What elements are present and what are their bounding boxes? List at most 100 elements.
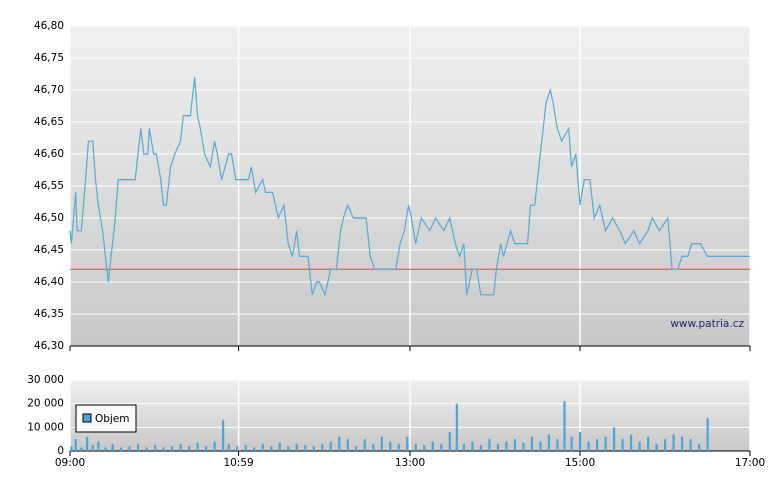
y-tick-label: 10 000 bbox=[27, 421, 64, 433]
volume-bar bbox=[423, 445, 426, 451]
x-tick-label: 10:59 bbox=[223, 457, 253, 469]
watermark: www.patria.cz bbox=[670, 318, 744, 330]
volume-bar bbox=[154, 445, 157, 451]
volume-bar bbox=[655, 443, 658, 451]
volume-bar bbox=[681, 436, 684, 451]
volume-bar bbox=[613, 427, 616, 451]
volume-bar bbox=[363, 439, 366, 451]
volume-bar bbox=[80, 447, 83, 451]
volume-bar bbox=[647, 436, 650, 451]
volume-bar bbox=[179, 443, 182, 451]
volume-bar bbox=[455, 403, 458, 451]
volume-bar bbox=[137, 443, 140, 451]
volume-bar bbox=[295, 443, 298, 451]
volume-bar bbox=[547, 434, 551, 451]
volume-bar bbox=[596, 439, 599, 451]
y-tick-label: 0 bbox=[57, 445, 64, 457]
y-tick-label: 46,35 bbox=[34, 308, 64, 320]
volume-bar bbox=[86, 436, 89, 451]
x-tick-label: 15:00 bbox=[565, 457, 595, 469]
volume-bar bbox=[70, 446, 73, 451]
volume-bar bbox=[128, 446, 131, 451]
volume-bar bbox=[97, 441, 100, 451]
volume-bar bbox=[74, 439, 77, 451]
volume-bar bbox=[188, 446, 191, 451]
volume-bar bbox=[244, 445, 247, 451]
volume-bar bbox=[304, 445, 307, 451]
volume-bar bbox=[698, 443, 701, 451]
volume-bar bbox=[171, 446, 174, 451]
volume-bar bbox=[479, 445, 483, 451]
volume-bar bbox=[448, 432, 451, 451]
volume-bar bbox=[638, 441, 641, 451]
y-tick-label: 20 000 bbox=[27, 398, 64, 410]
volume-bar bbox=[104, 447, 107, 451]
volume-bar bbox=[145, 447, 148, 451]
volume-bar bbox=[253, 447, 256, 451]
y-tick-label: 30 000 bbox=[27, 374, 64, 386]
volume-bar bbox=[338, 436, 341, 451]
x-tick-label: 17:00 bbox=[735, 457, 765, 469]
volume-bar bbox=[162, 447, 165, 451]
volume-bar bbox=[91, 445, 94, 451]
volume-bar bbox=[513, 439, 517, 451]
volume-bar bbox=[579, 432, 582, 451]
y-tick-label: 46,40 bbox=[34, 276, 64, 288]
volume-bar bbox=[270, 446, 273, 451]
volume-bar bbox=[261, 443, 264, 451]
volume-bar bbox=[312, 446, 315, 451]
volume-bar bbox=[587, 441, 590, 451]
volume-bar bbox=[196, 442, 199, 451]
volume-bar bbox=[522, 442, 525, 451]
y-tick-label: 46,60 bbox=[34, 148, 64, 160]
volume-bar bbox=[355, 446, 358, 451]
volume-bar bbox=[505, 441, 508, 451]
volume-bar bbox=[120, 447, 123, 451]
y-tick-label: 46,70 bbox=[34, 84, 64, 96]
volume-bar bbox=[563, 401, 566, 451]
y-tick-label: 46,45 bbox=[34, 244, 64, 256]
volume-bar bbox=[397, 443, 400, 451]
volume-bar bbox=[372, 443, 375, 451]
volume-bar bbox=[706, 417, 709, 451]
volume-bar bbox=[488, 439, 491, 451]
y-tick-label: 46,80 bbox=[34, 20, 64, 32]
volume-bar bbox=[389, 441, 392, 451]
volume-bar bbox=[539, 441, 542, 451]
volume-bar bbox=[321, 443, 324, 451]
volume-bar bbox=[205, 446, 208, 451]
volume-bar bbox=[570, 436, 573, 451]
volume-bar bbox=[440, 443, 443, 451]
volume-bar bbox=[111, 443, 114, 451]
x-tick-label: 13:00 bbox=[395, 457, 425, 469]
y-tick-label: 46,75 bbox=[34, 52, 64, 64]
volume-bar bbox=[222, 420, 225, 451]
volume-bar bbox=[471, 441, 474, 451]
volume-bar bbox=[530, 436, 534, 451]
volume-bar bbox=[664, 439, 667, 451]
volume-bar bbox=[346, 439, 349, 451]
volume-bar bbox=[227, 443, 230, 451]
volume-bar bbox=[278, 442, 281, 451]
y-tick-label: 46,30 bbox=[34, 340, 64, 352]
price-line bbox=[69, 77, 750, 297]
volume-bar bbox=[431, 441, 434, 451]
volume-bar bbox=[213, 441, 216, 451]
volume-bar bbox=[630, 434, 633, 451]
y-tick-label: 46,50 bbox=[34, 212, 64, 224]
volume-bar bbox=[287, 446, 290, 451]
volume-bar bbox=[329, 441, 332, 451]
volume-bar bbox=[380, 436, 383, 451]
y-tick-label: 46,65 bbox=[34, 116, 64, 128]
y-tick-label: 46,55 bbox=[34, 180, 64, 192]
legend-swatch bbox=[82, 413, 92, 423]
volume-bar bbox=[462, 443, 466, 451]
volume-bar bbox=[604, 436, 607, 451]
legend-label: Objem bbox=[95, 413, 130, 425]
volume-bar bbox=[672, 434, 675, 451]
volume-bar bbox=[496, 443, 500, 451]
volume-bar bbox=[414, 443, 417, 451]
volume-bar bbox=[406, 436, 409, 451]
volume-bar bbox=[689, 439, 692, 451]
